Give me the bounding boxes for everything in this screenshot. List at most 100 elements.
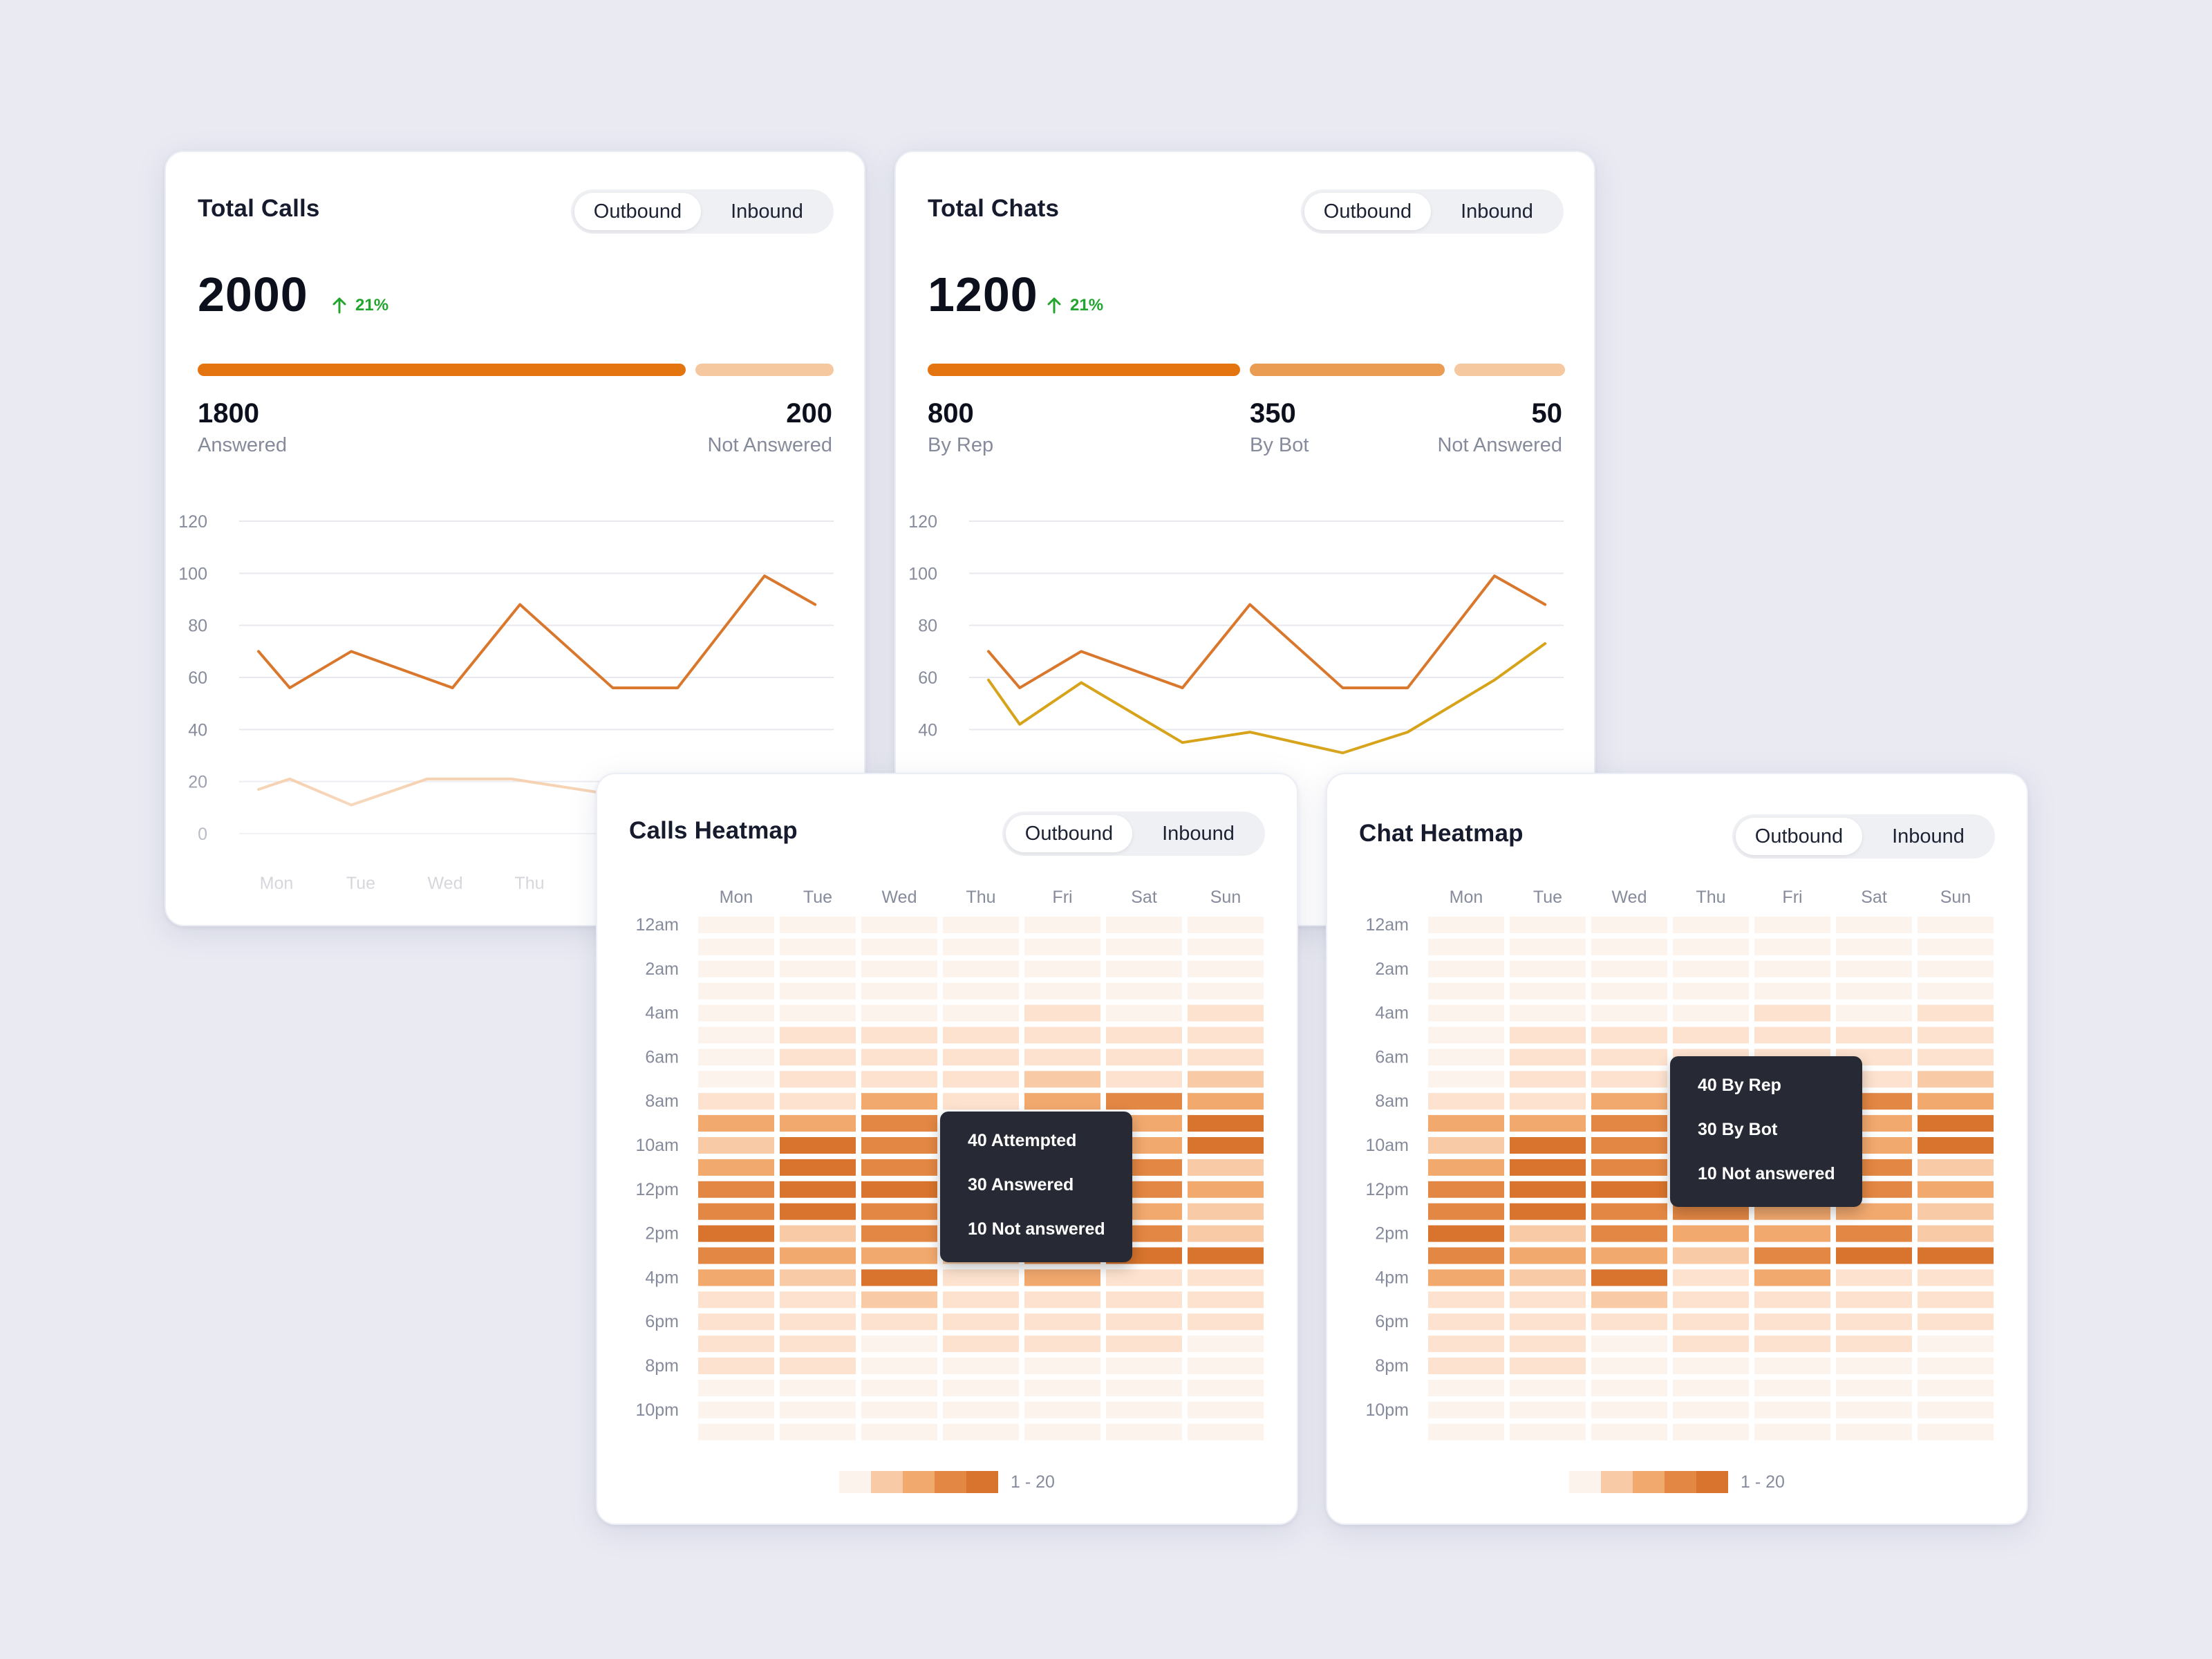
heatmap-cell <box>1024 917 1100 933</box>
heatmap-cell <box>1106 917 1182 933</box>
arrow-up-icon <box>332 297 346 314</box>
heatmap-cell <box>698 1203 774 1220</box>
heatmap-cell <box>1510 1137 1586 1154</box>
heatmap-cell <box>698 1027 774 1044</box>
heatmap-cell <box>780 1071 856 1088</box>
heatmap-cell <box>1591 1335 1667 1353</box>
heatmap-cell <box>1188 1313 1264 1331</box>
inbound-tab[interactable]: Inbound <box>731 200 803 223</box>
heatmap-cell <box>1918 1181 1994 1198</box>
heatmap-cell <box>1024 1071 1100 1088</box>
heatmap-cell <box>1918 1093 1994 1110</box>
heatmap-cell <box>1428 1358 1504 1374</box>
heatmap-cell <box>1673 1335 1749 1353</box>
heatmap-tooltip: 40 Attempted 30 Answered 10 Not answered <box>940 1112 1132 1262</box>
heatmap-cell <box>1188 1159 1264 1176</box>
heatmap-cell <box>780 1027 856 1044</box>
hour-label: 6pm <box>645 1312 679 1331</box>
day-label: Thu <box>1696 888 1725 907</box>
heatmap-cell <box>861 1115 937 1132</box>
heatmap-cell <box>1024 1313 1100 1331</box>
inbound-tab[interactable]: Inbound <box>1892 825 1965 847</box>
heatmap-cell <box>1106 938 1182 955</box>
heatmap-cell <box>1428 982 1504 1000</box>
tooltip-line: 30 By Bot <box>1698 1120 1778 1139</box>
heatmap-cell <box>1510 938 1586 955</box>
heatmap-cell <box>1673 1225 1749 1242</box>
direction-toggle: Outbound Inbound <box>1301 189 1564 234</box>
legend-label: 1 - 20 <box>1011 1472 1055 1492</box>
tooltip-line: 40 Attempted <box>968 1131 1077 1150</box>
heatmap-cell <box>943 1401 1019 1418</box>
heatmap-cell <box>861 960 937 977</box>
heatmap-cell <box>780 1313 856 1331</box>
heatmap-cell <box>780 1423 856 1441</box>
heatmap-cell <box>1510 917 1586 933</box>
y-tick-label: 40 <box>188 720 207 740</box>
heatmap-cell <box>1918 982 1994 1000</box>
heatmap-cell <box>1591 1225 1667 1242</box>
heatmap-cell <box>1188 1379 1264 1396</box>
heatmap-cell <box>1188 1225 1264 1242</box>
heatmap-cell <box>1188 1401 1264 1418</box>
legend-label: 1 - 20 <box>1741 1472 1785 1492</box>
heatmap-cell <box>861 1071 937 1088</box>
heatmap-cell <box>1106 1004 1182 1022</box>
outbound-tab[interactable]: Outbound <box>1304 193 1431 230</box>
heatmap-cell <box>1591 1423 1667 1441</box>
heatmap-cell <box>1836 1358 1912 1374</box>
tooltip-line: 30 Answered <box>968 1175 1074 1194</box>
heatmap-cell <box>1836 1401 1912 1418</box>
heatmap-cell <box>698 1093 774 1110</box>
heatmap-cell <box>698 1181 774 1198</box>
heatmap-cell <box>1024 938 1100 955</box>
heatmap-cell <box>1754 1247 1830 1264</box>
outbound-tab[interactable]: Outbound <box>1736 818 1862 855</box>
x-tick-label: Tue <box>346 874 375 893</box>
heatmap-cell <box>1024 1401 1100 1418</box>
hour-label: 4am <box>645 1004 679 1023</box>
heatmap-cell <box>1836 1027 1912 1044</box>
heatmap-cell <box>1591 1269 1667 1286</box>
heatmap-cell <box>1510 1203 1586 1220</box>
heatmap-cell <box>1188 1203 1264 1220</box>
hour-label: 10pm <box>635 1400 679 1420</box>
heatmap-cell <box>1918 1358 1994 1374</box>
heatmap-cell <box>780 1137 856 1154</box>
heatmap-cell <box>1106 1269 1182 1286</box>
heatmap-cell <box>780 1401 856 1418</box>
calls-heatmap-card: Calls Heatmap Outbound Inbound Mon Tue Wed… <box>596 773 1298 1525</box>
heatmap-cell <box>1754 917 1830 933</box>
heatmap-cell <box>1918 1335 1994 1353</box>
heatmap-cell <box>861 1159 937 1176</box>
total-value: 1200 <box>928 268 1038 321</box>
heatmap-cell <box>943 982 1019 1000</box>
heatmap-cell <box>1188 960 1264 977</box>
heatmap-cell <box>1428 1115 1504 1132</box>
heatmap-cell <box>698 1137 774 1154</box>
heatmap-cell <box>1591 1071 1667 1088</box>
legend-swatch <box>1633 1471 1665 1493</box>
answered-value: 1800 <box>198 398 259 429</box>
heatmap-cell <box>1918 1071 1994 1088</box>
heatmap-cell <box>1754 1358 1830 1374</box>
heatmap-cell <box>1591 1247 1667 1264</box>
inbound-tab[interactable]: Inbound <box>1461 200 1533 223</box>
tooltip-line: 10 Not answered <box>968 1219 1105 1239</box>
heatmap-cell <box>943 1093 1019 1110</box>
heatmap-cell <box>1024 1027 1100 1044</box>
heatmap-cell <box>1591 1115 1667 1132</box>
heatmap-cell <box>698 938 774 955</box>
not-answered-label: Not Answered <box>1437 434 1562 456</box>
heatmap-cell <box>1024 1093 1100 1110</box>
heatmap-cell <box>1188 1137 1264 1154</box>
hour-label: 10am <box>1365 1136 1409 1155</box>
y-tick-label: 80 <box>918 617 937 636</box>
heatmap-cell <box>780 1115 856 1132</box>
hour-label: 6am <box>645 1047 679 1067</box>
outbound-tab[interactable]: Outbound <box>574 193 701 230</box>
heatmap-cell <box>1428 1159 1504 1176</box>
series-line <box>987 642 1547 755</box>
heatmap-cell <box>1106 1335 1182 1353</box>
not-answered-label: Not Answered <box>707 434 832 456</box>
